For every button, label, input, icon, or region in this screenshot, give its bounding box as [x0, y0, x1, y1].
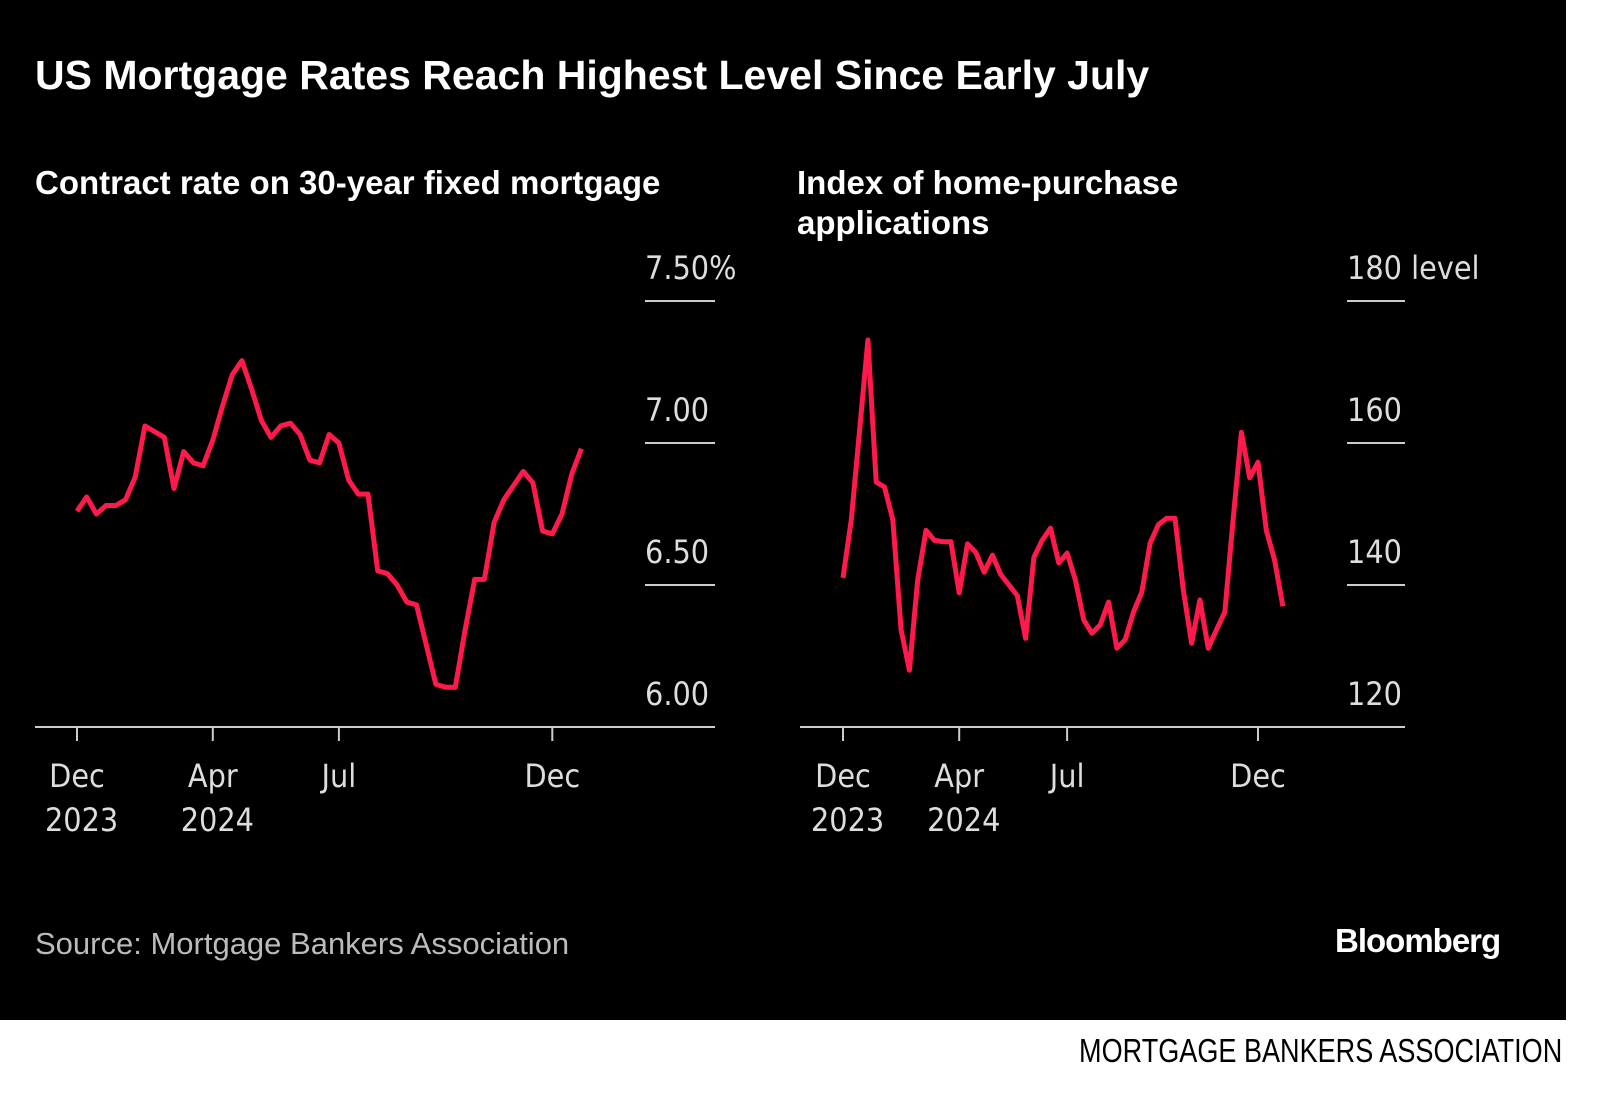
panel-title: Contract rate on 30-year fixed mortgage	[35, 164, 661, 201]
x-tick-label: Jul	[1048, 757, 1085, 795]
x-tick-label: Dec	[524, 757, 580, 795]
series-line	[74, 358, 584, 690]
y-tick-label: 6.50	[645, 533, 709, 571]
chart-panel: US Mortgage Rates Reach Highest Level Si…	[0, 0, 1566, 1020]
brand-logo: Bloomberg	[1335, 922, 1501, 959]
y-tick-label: 120	[1347, 675, 1402, 713]
y-tick-label: 7.00	[645, 391, 709, 429]
y-tick-label: 6.00	[645, 675, 709, 713]
y-tick-label: 7.50%	[645, 249, 736, 287]
y-tick-label: 160	[1347, 391, 1402, 429]
x-tick-label: Dec 2023	[36, 757, 118, 839]
x-tick-label: Apr 2024	[172, 757, 254, 839]
y-tick-label: 140	[1347, 533, 1402, 571]
image-credit: MORTGAGE BANKERS ASSOCIATION	[1078, 1032, 1562, 1069]
x-tick-label: Jul	[320, 757, 357, 795]
chart-title: US Mortgage Rates Reach Highest Level Si…	[35, 52, 1150, 98]
source-note: Source: Mortgage Bankers Association	[35, 926, 570, 961]
x-tick-label: Dec	[1230, 757, 1286, 795]
panel-title: Index of home-purchase applications	[797, 164, 1179, 241]
plots: 6.00 6.50 7.00 7.50% Dec 2023 Apr 2024 Jul Dec 1…	[35, 249, 1480, 839]
x-tick-label: Dec 2023	[802, 757, 884, 839]
y-tick-label: 180 level	[1347, 249, 1480, 287]
x-tick-label: Apr 2024	[918, 757, 1000, 839]
series-line	[840, 337, 1286, 673]
